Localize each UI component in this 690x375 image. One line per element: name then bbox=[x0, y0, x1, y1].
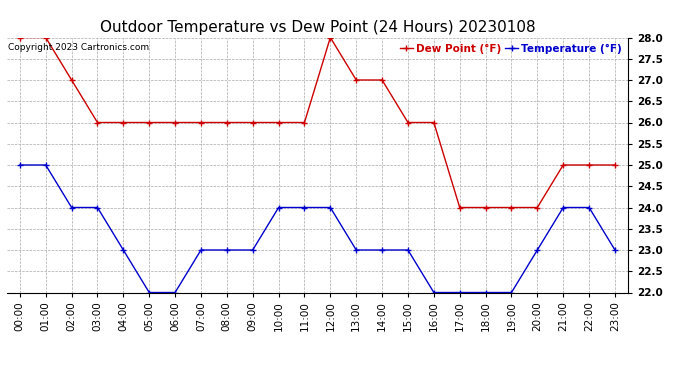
Dew Point (°F) bbox=[300, 120, 308, 125]
Temperature (°F) bbox=[93, 205, 101, 210]
Dew Point (°F) bbox=[16, 35, 24, 40]
Temperature (°F) bbox=[145, 290, 153, 295]
Temperature (°F) bbox=[326, 205, 335, 210]
Dew Point (°F) bbox=[507, 205, 515, 210]
Temperature (°F) bbox=[16, 163, 24, 167]
Dew Point (°F) bbox=[41, 35, 50, 40]
Temperature (°F) bbox=[482, 290, 490, 295]
Legend: Dew Point (°F), Temperature (°F): Dew Point (°F), Temperature (°F) bbox=[400, 43, 622, 55]
Temperature (°F) bbox=[378, 248, 386, 252]
Temperature (°F) bbox=[404, 248, 412, 252]
Temperature (°F) bbox=[68, 205, 76, 210]
Dew Point (°F) bbox=[248, 120, 257, 125]
Temperature (°F) bbox=[171, 290, 179, 295]
Temperature (°F) bbox=[585, 205, 593, 210]
Temperature (°F) bbox=[430, 290, 438, 295]
Dew Point (°F) bbox=[533, 205, 542, 210]
Title: Outdoor Temperature vs Dew Point (24 Hours) 20230108: Outdoor Temperature vs Dew Point (24 Hou… bbox=[99, 20, 535, 35]
Dew Point (°F) bbox=[378, 78, 386, 82]
Temperature (°F) bbox=[275, 205, 283, 210]
Dew Point (°F) bbox=[68, 78, 76, 82]
Dew Point (°F) bbox=[455, 205, 464, 210]
Dew Point (°F) bbox=[430, 120, 438, 125]
Text: Copyright 2023 Cartronics.com: Copyright 2023 Cartronics.com bbox=[8, 43, 149, 52]
Dew Point (°F) bbox=[352, 78, 360, 82]
Temperature (°F) bbox=[197, 248, 205, 252]
Temperature (°F) bbox=[41, 163, 50, 167]
Temperature (°F) bbox=[507, 290, 515, 295]
Temperature (°F) bbox=[248, 248, 257, 252]
Temperature (°F) bbox=[119, 248, 128, 252]
Dew Point (°F) bbox=[197, 120, 205, 125]
Dew Point (°F) bbox=[171, 120, 179, 125]
Dew Point (°F) bbox=[145, 120, 153, 125]
Temperature (°F) bbox=[533, 248, 542, 252]
Temperature (°F) bbox=[352, 248, 360, 252]
Dew Point (°F) bbox=[119, 120, 128, 125]
Temperature (°F) bbox=[223, 248, 231, 252]
Temperature (°F) bbox=[455, 290, 464, 295]
Dew Point (°F) bbox=[404, 120, 412, 125]
Dew Point (°F) bbox=[585, 163, 593, 167]
Dew Point (°F) bbox=[611, 163, 619, 167]
Dew Point (°F) bbox=[93, 120, 101, 125]
Line: Temperature (°F): Temperature (°F) bbox=[17, 162, 618, 295]
Dew Point (°F) bbox=[326, 35, 335, 40]
Temperature (°F) bbox=[300, 205, 308, 210]
Dew Point (°F) bbox=[482, 205, 490, 210]
Dew Point (°F) bbox=[275, 120, 283, 125]
Dew Point (°F) bbox=[559, 163, 567, 167]
Dew Point (°F) bbox=[223, 120, 231, 125]
Temperature (°F) bbox=[559, 205, 567, 210]
Temperature (°F) bbox=[611, 248, 619, 252]
Line: Dew Point (°F): Dew Point (°F) bbox=[17, 35, 618, 210]
